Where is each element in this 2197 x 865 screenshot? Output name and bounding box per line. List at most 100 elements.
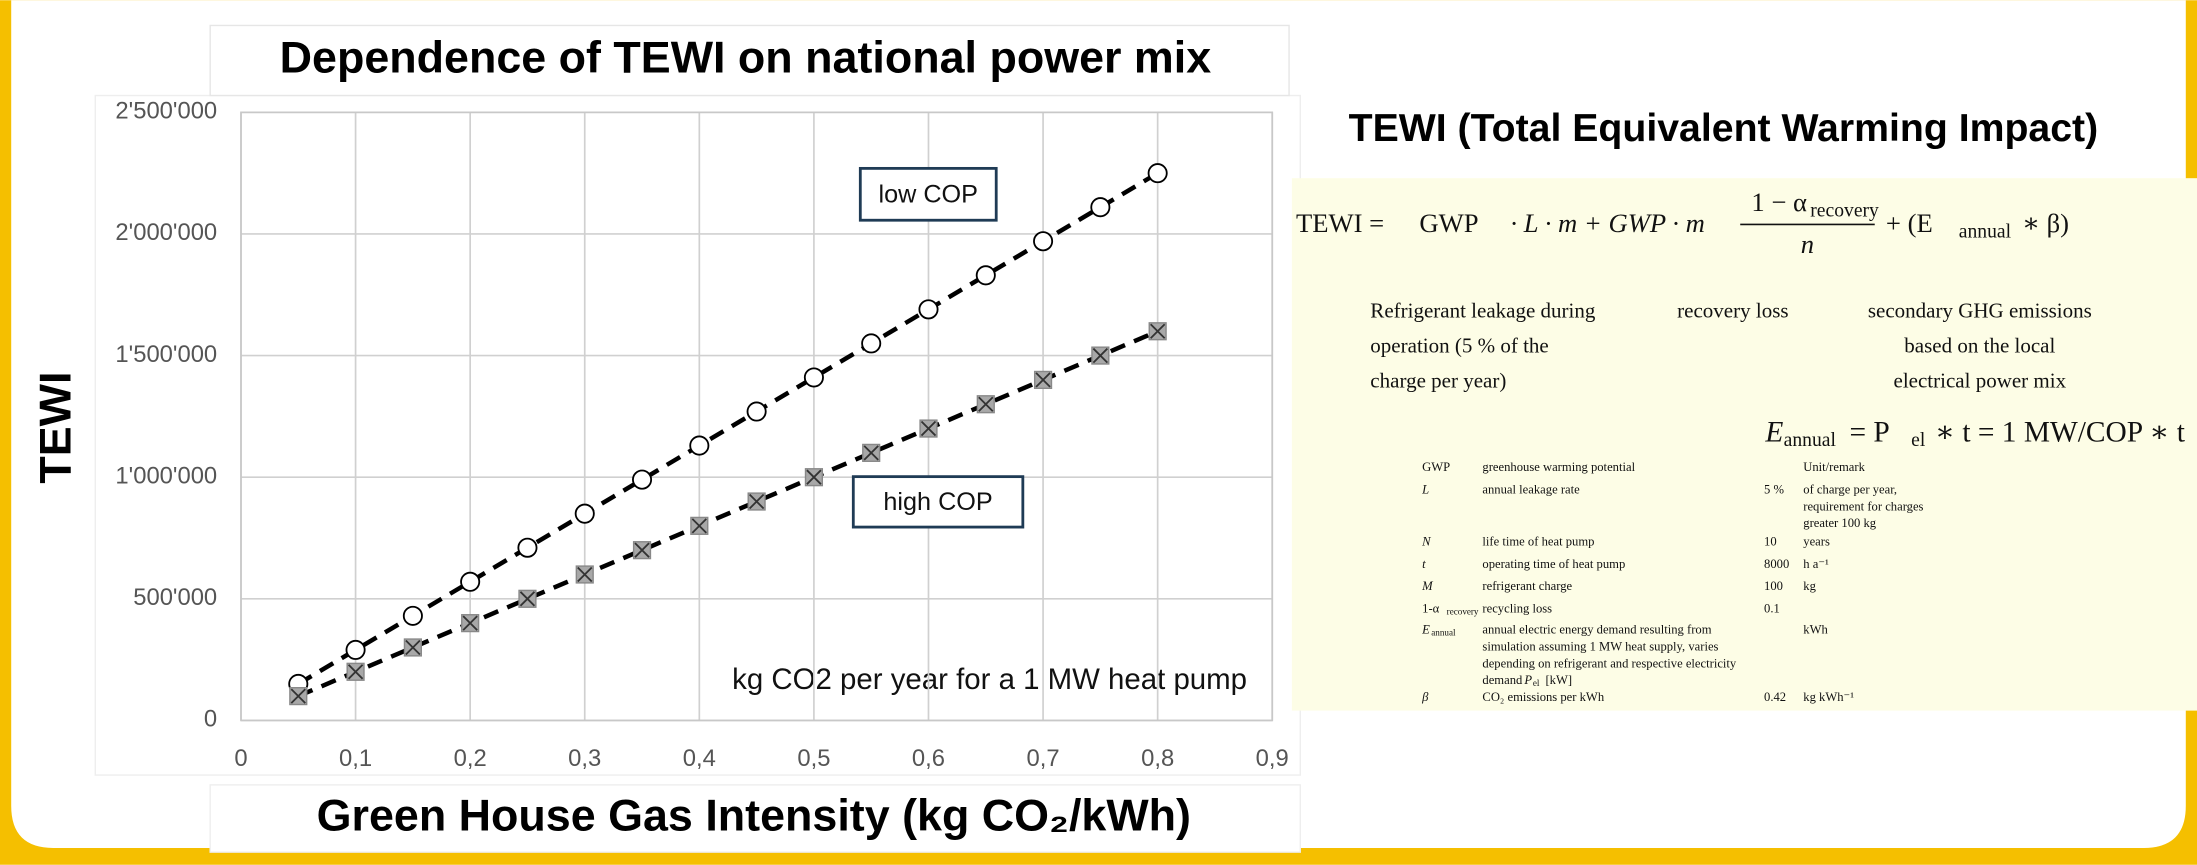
data-point: [689, 435, 710, 456]
table-unit: kWh: [1803, 623, 1828, 637]
x-tick-label: 0,1: [339, 745, 372, 772]
chart-title: Dependence of TEWI on national power mix: [280, 31, 1212, 82]
table-symbol-sub: recovery: [1447, 607, 1479, 617]
table-symbol: N: [1421, 534, 1431, 548]
data-point: [1147, 163, 1168, 184]
data-point: [976, 395, 995, 414]
table-value: 100: [1764, 579, 1783, 593]
data-point: [461, 614, 480, 633]
formula-text: ∗ β): [2022, 208, 2069, 238]
table-description: depending on refrigerant and respective …: [1482, 656, 1737, 670]
y-tick-label: 500'000: [133, 584, 217, 611]
data-point: [517, 537, 538, 558]
data-point: [1091, 346, 1110, 365]
marker-part: [863, 445, 879, 461]
table-description: P: [1523, 673, 1532, 687]
formula-text: + (E: [1886, 208, 1933, 238]
series-label: high COP: [883, 488, 992, 516]
marker-part: [462, 615, 478, 631]
marker-part: [978, 396, 994, 412]
formula-sub: annual: [1959, 221, 2012, 242]
formula-sub: el: [1911, 430, 1926, 451]
data-point: [632, 541, 652, 560]
table-unit: of charge per year,: [1803, 483, 1897, 497]
marker-part: [1150, 323, 1166, 339]
formula-text: 1 − α: [1751, 187, 1807, 217]
formula-text: E: [1764, 416, 1783, 448]
data-point: [975, 265, 996, 286]
table-value: 8000: [1764, 557, 1789, 571]
marker-part: [347, 664, 364, 680]
table-unit: kg: [1803, 579, 1816, 593]
table-symbol: L: [1421, 483, 1429, 497]
note-text: Refrigerant leakage during: [1370, 299, 1596, 323]
x-tick-label: 0,7: [1027, 745, 1060, 772]
table-description: demand: [1482, 673, 1523, 687]
note-text: operation (5 % of the: [1370, 334, 1548, 358]
data-point: [460, 571, 481, 592]
table-unit: requirement for charges: [1803, 499, 1923, 513]
formula-text: = P: [1850, 416, 1890, 448]
table-description: annual electric energy demand resulting …: [1482, 623, 1711, 637]
note-text: based on the local: [1904, 334, 2055, 358]
table-description: [kW]: [1545, 673, 1572, 687]
y-tick-label: 1'000'000: [115, 462, 217, 489]
table-symbol: 1-α: [1422, 602, 1440, 616]
y-axis-title: TEWI: [30, 372, 81, 484]
marker-part: [920, 420, 937, 437]
data-point: [345, 639, 366, 660]
panel-title: TEWI (Total Equivalent Warming Impact): [1349, 106, 2099, 150]
y-tick-label: 2'500'000: [115, 98, 217, 125]
marker-part: [577, 566, 593, 583]
table-unit: h a⁻¹: [1803, 557, 1829, 571]
marker-part: [806, 469, 822, 485]
data-point: [690, 516, 709, 535]
formula-text: GWP: [1419, 208, 1478, 238]
series-line: [297, 329, 1159, 699]
data-point: [632, 469, 653, 490]
label-box: [851, 475, 1025, 529]
table-description: CO₂ emissions per kWh: [1482, 690, 1604, 704]
x-tick-label: 0,5: [797, 745, 830, 772]
table-description: recycling loss: [1482, 602, 1552, 616]
x-tick-label: 0,2: [454, 745, 487, 772]
formula-text: · L · m + GWP · m: [1510, 208, 1704, 238]
data-point: [1033, 370, 1053, 390]
label-box: [858, 166, 998, 222]
x-tick-label: 0,8: [1141, 745, 1174, 772]
formula-sub: annual: [1784, 430, 1837, 451]
data-point: [1090, 197, 1111, 218]
title-box: [209, 24, 1290, 97]
annotation: kg CO2 per year for a 1 MW heat pump: [732, 663, 1247, 696]
marker-part: [290, 688, 306, 704]
x-tick-label: 0,4: [683, 745, 716, 772]
formula-text: TEWI =: [1296, 208, 1384, 238]
marker-part: [1035, 372, 1051, 388]
table-description: life time of heat pump: [1482, 534, 1594, 548]
series-line: [297, 171, 1159, 686]
data-point: [402, 605, 423, 626]
marker-part: [405, 639, 421, 656]
x-axis-title: Green House Gas Intensity (kg CO₂/kWh): [317, 789, 1191, 840]
table-description-sub: el: [1533, 678, 1540, 688]
table-value: 10: [1764, 534, 1777, 548]
table-description: refrigerant charge: [1482, 579, 1572, 593]
table-symbol: E: [1421, 623, 1430, 637]
table-symbol: GWP: [1422, 460, 1450, 474]
y-tick-label: 1'500'000: [115, 341, 217, 368]
table-symbol: M: [1421, 579, 1434, 593]
formula-sub: recovery: [1810, 200, 1879, 221]
data-point: [747, 492, 766, 511]
table-unit: Unit/remark: [1803, 460, 1865, 474]
data-point: [746, 401, 767, 422]
note-text: charge per year): [1370, 369, 1506, 393]
formula-text: ∗ t = 1 MW/COP ∗ t: [1935, 416, 2185, 448]
data-point: [518, 589, 537, 608]
formula-panel: [1291, 178, 2197, 711]
table-description: operating time of heat pump: [1482, 557, 1625, 571]
x-tick-label: 0,3: [568, 745, 601, 772]
data-point: [918, 299, 939, 320]
data-point: [575, 565, 594, 584]
